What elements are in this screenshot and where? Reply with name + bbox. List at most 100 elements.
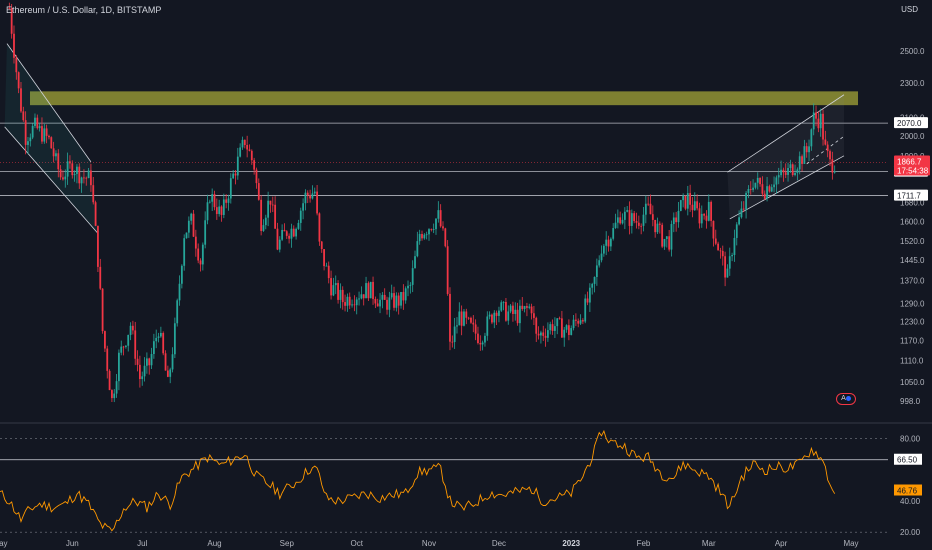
candle-body: [416, 241, 419, 257]
candle-body: [686, 193, 689, 209]
candle-body: [355, 299, 358, 306]
candle-body: [591, 283, 594, 288]
candle-body: [302, 203, 304, 211]
candle-body: [250, 150, 253, 161]
time-tick-label: May: [0, 539, 8, 548]
candle-body: [94, 202, 97, 226]
candle-body: [15, 57, 18, 73]
candle-body: [122, 346, 125, 348]
price-tick-label: 1445.0: [900, 256, 925, 265]
candle-body: [341, 289, 344, 303]
candle-body: [665, 236, 668, 239]
candle-body: [621, 219, 624, 224]
candle-body: [358, 298, 360, 300]
candle-body: [661, 224, 664, 247]
candle-body: [609, 238, 612, 247]
candle-body: [449, 293, 451, 342]
price-tick-label: 1110.0: [900, 357, 924, 366]
candle-body: [262, 225, 265, 231]
candle-body: [558, 318, 561, 320]
candle-body: [777, 175, 780, 178]
candle-body: [432, 229, 435, 230]
time-tick-label: Feb: [637, 539, 651, 548]
candle-body: [456, 325, 458, 327]
candle-body: [90, 170, 92, 186]
candle-body: [327, 265, 330, 279]
candle-body: [460, 311, 463, 326]
candle-body: [705, 215, 708, 221]
candle-body: [565, 325, 568, 330]
candle-body: [388, 297, 391, 310]
candle-body: [738, 217, 740, 225]
candle-body: [826, 144, 829, 152]
candle-body: [386, 299, 388, 310]
candle-body: [745, 192, 747, 210]
channel-lower-line: [4, 126, 99, 234]
candle-body: [523, 306, 526, 310]
candle-body: [703, 213, 706, 216]
candle-body: [290, 228, 293, 239]
candle-body: [159, 332, 162, 337]
candle-body: [232, 173, 235, 179]
candle-body: [323, 249, 325, 267]
current-price-box: [894, 155, 930, 176]
candle-body: [831, 159, 834, 173]
candle-body: [663, 238, 666, 247]
price-tick-label: 1520.0: [900, 237, 925, 246]
candle-body: [628, 210, 631, 226]
candle-body: [106, 348, 109, 371]
candle-body: [533, 313, 535, 318]
time-tick-label: 2023: [562, 539, 580, 548]
candle-body: [222, 199, 225, 215]
candle-body: [635, 221, 638, 223]
candle-body: [374, 298, 377, 304]
candle-body: [325, 265, 328, 267]
candle-body: [530, 306, 533, 314]
candle-body: [78, 166, 81, 184]
candle-body: [707, 201, 710, 221]
alert-badge[interactable]: A: [836, 393, 856, 405]
candle-body: [246, 144, 249, 150]
candle-body: [136, 358, 139, 365]
candle-body: [241, 139, 244, 148]
candle-body: [724, 256, 727, 278]
candle-body: [644, 203, 647, 215]
candle-body: [260, 199, 263, 231]
candle-body: [234, 173, 237, 176]
time-tick-label: May: [843, 539, 858, 548]
candle-body: [567, 325, 570, 335]
candle-body: [782, 169, 785, 173]
candle-body: [227, 198, 230, 203]
candle-body: [10, 8, 13, 34]
candle-body: [752, 187, 754, 190]
candle-body: [700, 213, 703, 224]
candle-body: [773, 184, 775, 188]
price-tick-label: 1290.0: [900, 299, 925, 308]
candle-body: [243, 139, 246, 145]
candle-body: [372, 281, 374, 299]
candle-body: [402, 291, 405, 301]
candle-body: [55, 153, 57, 157]
candle-body: [444, 228, 447, 247]
candle-body: [498, 310, 500, 316]
candle-body: [614, 222, 617, 228]
price-tick-label: 2500.0: [900, 47, 925, 56]
time-tick-label: Mar: [702, 539, 716, 548]
candle-body: [171, 354, 174, 370]
candle-body: [467, 317, 470, 319]
candle-body: [749, 188, 752, 190]
candle-body: [52, 148, 55, 157]
candle-body: [605, 239, 608, 246]
candle-body: [150, 353, 153, 366]
candle-body: [285, 231, 288, 236]
candle-body: [560, 318, 563, 338]
time-tick-label: Nov: [422, 539, 436, 548]
candle-body: [691, 204, 694, 211]
price-tick-label: 1230.0: [900, 318, 925, 327]
candle-body: [588, 287, 591, 303]
candle-body: [803, 146, 806, 164]
candle-body: [187, 220, 190, 233]
candle-body: [215, 207, 218, 214]
candle-body: [283, 229, 286, 232]
